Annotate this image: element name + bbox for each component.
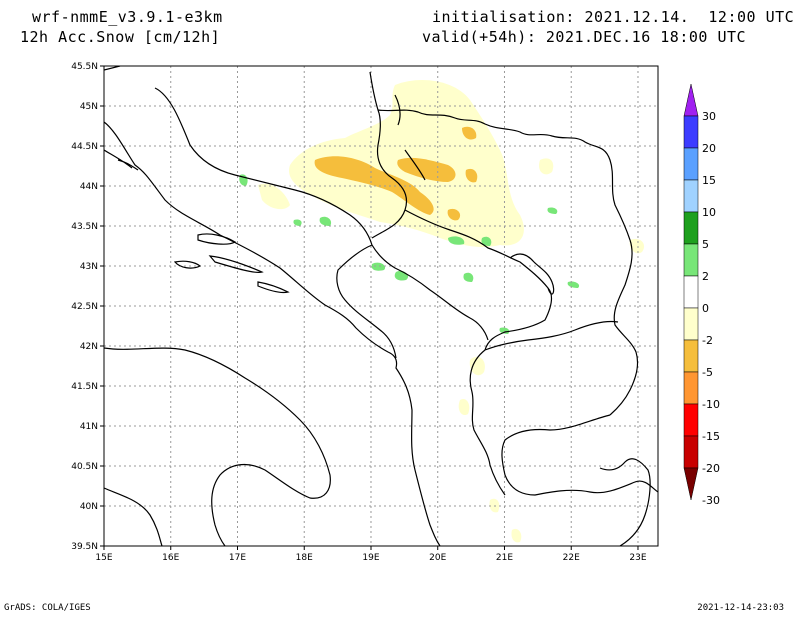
colorbar-label: 10 <box>702 206 716 219</box>
colorbar-swatch <box>683 179 699 213</box>
colorbar-label: -2 <box>702 334 713 347</box>
border <box>371 244 489 341</box>
border <box>336 244 397 359</box>
colorbar-swatch <box>683 243 699 277</box>
snow-light-area <box>629 238 645 254</box>
snow-map: 45.5N 45N 44.5N 44N 43.5N 43N 42.5N 42N 41.5N 41N… <box>71 62 720 563</box>
lat-label: 44.5N <box>71 142 98 152</box>
italy-coastline <box>104 347 331 546</box>
colorbar-label: 15 <box>702 174 716 187</box>
lat-label: 41N <box>80 422 98 432</box>
colorbar-swatch <box>683 147 699 181</box>
lat-label: 45N <box>80 102 98 112</box>
lat-label: 45.5N <box>71 62 98 72</box>
snow-green-area <box>371 262 386 271</box>
snow-green-area <box>319 216 332 226</box>
snow-green-area <box>293 219 302 226</box>
lon-label: 18E <box>296 553 313 563</box>
colorbar-swatch <box>683 275 699 309</box>
snow-green-area <box>394 270 409 281</box>
initialisation-time: initialisation: 2021.12.14. 12:00 UTC <box>432 8 795 26</box>
snow-light-area <box>539 158 554 175</box>
colorbar-label: 30 <box>702 110 716 123</box>
colorbar-swatch <box>683 371 699 405</box>
lat-label: 41.5N <box>71 382 98 392</box>
border <box>509 253 555 295</box>
colorbar-swatch <box>683 307 699 341</box>
border <box>469 349 506 496</box>
lat-label: 44N <box>80 182 98 192</box>
greek-coastline <box>599 458 651 546</box>
snow-light-area <box>469 356 485 376</box>
longitude-labels: 15E 16E 17E 18E 19E 20E 21E 22E 23E <box>95 546 647 563</box>
colorbar-label: 5 <box>702 238 709 251</box>
coastlines-borders <box>104 66 658 546</box>
lat-label: 42N <box>80 342 98 352</box>
border <box>484 320 658 496</box>
snow-green-area <box>547 207 558 214</box>
lat-label: 43.5N <box>71 222 98 232</box>
snow-moderate-area <box>465 168 478 183</box>
colorbar-label: -15 <box>702 430 720 443</box>
colorbar-swatch <box>683 435 699 469</box>
colorbar-swatch <box>683 339 699 373</box>
colorbar-top-arrow <box>683 83 699 117</box>
colorbar-swatch <box>683 211 699 245</box>
colorbar-label: 0 <box>702 302 709 315</box>
lat-label: 42.5N <box>71 302 98 312</box>
lon-label: 21E <box>496 553 513 563</box>
colorbar-label: -10 <box>702 398 720 411</box>
lon-label: 16E <box>162 553 179 563</box>
snow-green-area <box>567 281 580 288</box>
lon-label: 17E <box>229 553 246 563</box>
lon-label: 20E <box>429 553 446 563</box>
border <box>369 71 408 239</box>
lon-label: 15E <box>95 553 112 563</box>
snow-green-area <box>499 327 510 334</box>
snow-moderate-area <box>447 208 461 221</box>
snow-green-area <box>463 272 474 282</box>
lon-label: 19E <box>362 553 379 563</box>
river <box>394 94 426 181</box>
lon-label: 23E <box>629 553 646 563</box>
model-title: wrf-nmmE_v3.9.1-e3km <box>32 8 223 26</box>
colorbar-label: -20 <box>702 462 720 475</box>
lat-label: 39.5N <box>71 542 98 552</box>
colorbar-bottom-arrow <box>683 467 699 501</box>
border <box>377 109 631 241</box>
adriatic-coastline <box>104 66 441 546</box>
colorbar-label: 2 <box>702 270 709 283</box>
colorbar-swatch <box>683 115 699 149</box>
snow-green-area <box>481 236 492 246</box>
colorbar-label: -30 <box>702 494 720 507</box>
latitude-labels: 45.5N 45N 44.5N 44N 43.5N 43N 42.5N 42N 41.5N 41N… <box>71 62 104 552</box>
border <box>404 209 553 351</box>
map-grid <box>104 66 658 546</box>
lat-label: 40N <box>80 502 98 512</box>
lat-label: 40.5N <box>71 462 98 472</box>
footer-left: GrADS: COLA/IGES <box>4 603 91 613</box>
variable-title: 12h Acc.Snow [cm/12h] <box>20 28 221 46</box>
lat-label: 43N <box>80 262 98 272</box>
valid-time: valid(+54h): 2021.DEC.16 18:00 UTC <box>422 28 747 46</box>
snow-light-area <box>458 398 470 416</box>
snow-moderate-area <box>462 126 477 140</box>
snow-light-area <box>511 528 522 543</box>
colorbar-label: 20 <box>702 142 716 155</box>
snow-moderate-area <box>397 157 456 182</box>
colorbar-swatch <box>683 403 699 437</box>
snow-fields <box>239 80 645 543</box>
footer-timestamp: 2021-12-14-23:03 <box>697 603 784 613</box>
colorbar-label: -5 <box>702 366 713 379</box>
lon-label: 22E <box>563 553 580 563</box>
border <box>609 239 639 416</box>
island-outline <box>104 149 290 294</box>
snow-light-area <box>258 183 290 210</box>
border <box>154 87 373 246</box>
snow-green-area <box>448 236 465 245</box>
